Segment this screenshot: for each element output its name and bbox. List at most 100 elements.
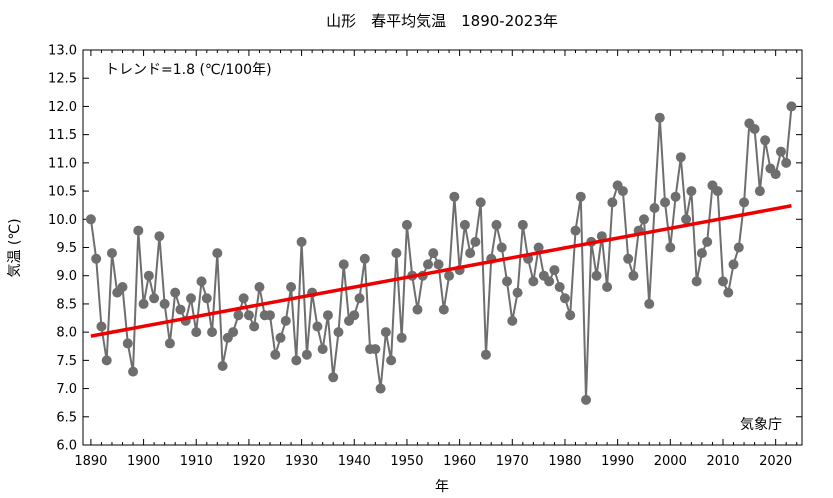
data-point xyxy=(465,248,476,259)
data-point xyxy=(638,214,649,225)
y-tick-label: 11.0 xyxy=(48,156,77,171)
data-point xyxy=(191,327,202,338)
data-point xyxy=(554,282,565,292)
y-tick-label: 9.0 xyxy=(56,269,77,284)
axes: 6.0 6.5 7.0 7.5 8.0 8.5 9.0 9.5 10.0 10.5 11.0 11.5… xyxy=(48,44,803,469)
data-point xyxy=(101,355,112,366)
x-tick-label: 1900 xyxy=(127,454,160,469)
data-point xyxy=(401,219,412,230)
data-point xyxy=(291,355,302,366)
data-point xyxy=(159,298,170,309)
data-point xyxy=(449,191,460,202)
data-point xyxy=(644,298,655,309)
data-point xyxy=(670,191,681,202)
data-point xyxy=(228,327,239,338)
data-point xyxy=(475,197,486,208)
x-axis-label: 年 xyxy=(435,479,449,495)
data-point xyxy=(170,287,181,298)
data-point xyxy=(243,310,254,321)
x-tick-label: 2020 xyxy=(759,454,792,469)
data-point xyxy=(628,270,639,281)
data-point xyxy=(423,259,434,270)
data-point xyxy=(175,304,186,315)
data-point xyxy=(749,124,760,134)
data-point xyxy=(164,338,175,349)
data-point xyxy=(491,219,502,230)
data-point xyxy=(238,293,249,304)
y-tick-label: 6.5 xyxy=(56,410,77,425)
data-point xyxy=(349,310,360,321)
data-point xyxy=(96,321,107,332)
x-tick-label: 1920 xyxy=(232,454,265,469)
x-tick-label: 1990 xyxy=(601,454,634,469)
data-point xyxy=(760,135,771,146)
data-point xyxy=(128,366,139,377)
plot-marks xyxy=(85,101,797,405)
x-tick-label: 1960 xyxy=(443,454,476,469)
data-point xyxy=(591,270,602,281)
data-point xyxy=(412,304,423,315)
data-point xyxy=(270,349,281,360)
data-point xyxy=(106,248,117,259)
data-point xyxy=(375,383,386,394)
data-point xyxy=(396,332,407,343)
data-point xyxy=(370,344,381,355)
data-point xyxy=(602,282,613,292)
data-point xyxy=(301,349,312,360)
data-point xyxy=(280,315,291,326)
x-tick-label: 2010 xyxy=(706,454,739,469)
data-point xyxy=(717,276,728,287)
data-point xyxy=(207,327,218,338)
x-tick-label: 2000 xyxy=(654,454,687,469)
data-point xyxy=(691,276,702,287)
trend-line xyxy=(90,204,792,338)
data-point xyxy=(470,236,481,247)
data-point xyxy=(559,293,570,304)
data-point xyxy=(264,310,275,321)
data-point xyxy=(675,152,686,163)
data-point xyxy=(781,157,792,168)
data-point xyxy=(607,197,618,208)
data-point xyxy=(459,219,470,230)
data-point xyxy=(312,321,323,332)
data-point xyxy=(444,270,455,281)
data-point xyxy=(428,248,439,259)
data-point xyxy=(143,270,154,281)
y-tick-label: 8.5 xyxy=(56,297,77,312)
data-point xyxy=(91,253,102,264)
data-point xyxy=(391,248,402,259)
data-point xyxy=(775,146,786,157)
data-point xyxy=(212,248,223,259)
y-tick-label: 11.5 xyxy=(48,128,77,143)
series-line xyxy=(89,106,793,400)
data-point xyxy=(433,259,444,270)
data-point xyxy=(138,298,149,309)
data-point xyxy=(502,276,513,287)
x-tick-label: 1910 xyxy=(180,454,213,469)
data-point xyxy=(617,186,628,197)
x-tick-label: 1980 xyxy=(548,454,581,469)
data-point xyxy=(380,327,391,338)
data-point xyxy=(686,186,697,197)
data-point xyxy=(296,236,307,247)
data-point xyxy=(654,112,665,123)
data-point xyxy=(117,282,128,292)
data-point xyxy=(512,287,523,298)
data-point xyxy=(354,293,365,304)
data-point xyxy=(565,310,576,321)
data-point xyxy=(507,315,518,326)
data-point xyxy=(154,231,165,242)
data-point xyxy=(596,231,607,242)
y-tick-label: 13.0 xyxy=(48,44,77,59)
data-point xyxy=(517,219,528,230)
y-tick-label: 7.5 xyxy=(56,354,77,369)
y-tick-label: 12.0 xyxy=(48,100,77,115)
y-axis-label: 気温 (℃) xyxy=(7,218,23,277)
data-point xyxy=(322,310,333,321)
x-tick-label: 1950 xyxy=(390,454,423,469)
y-tick-label: 10.0 xyxy=(48,213,77,228)
data-point xyxy=(623,253,634,264)
data-point xyxy=(149,293,160,304)
data-point xyxy=(217,361,228,371)
